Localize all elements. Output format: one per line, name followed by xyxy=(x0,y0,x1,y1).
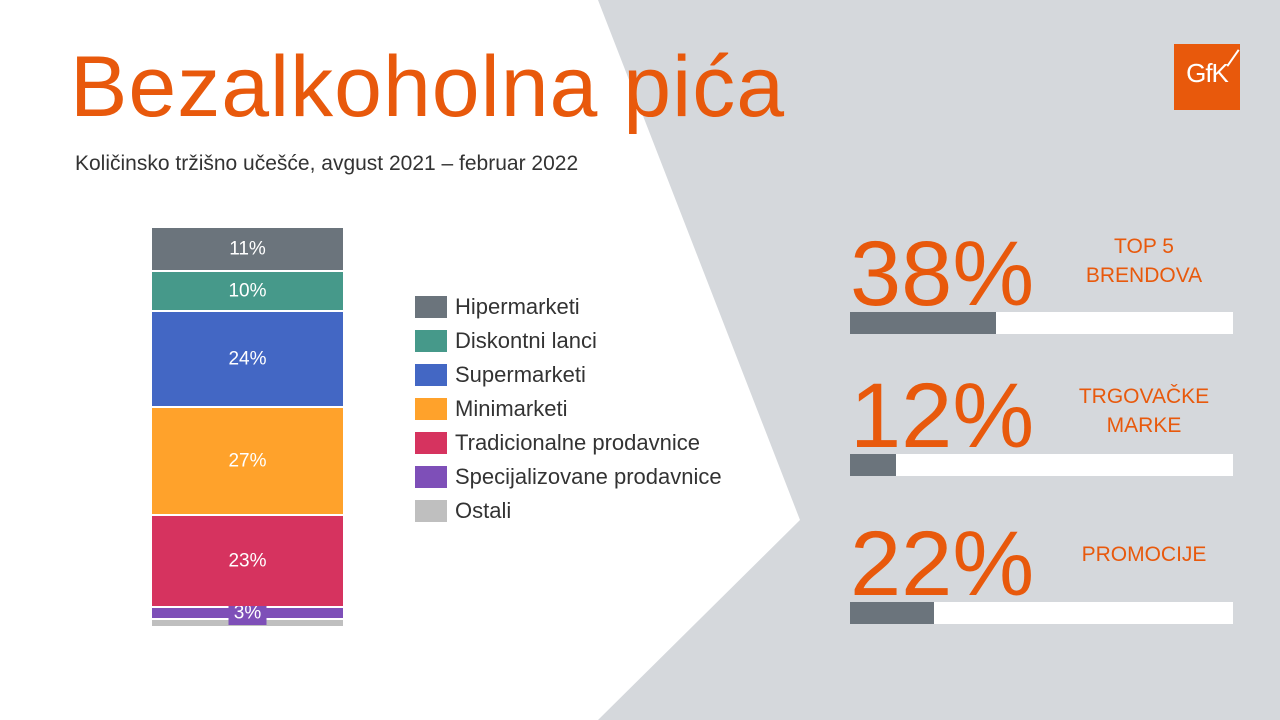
data-label-specijalizovane-prodavnice: 3% xyxy=(234,603,262,624)
data-label-minimarketi: 27% xyxy=(228,451,266,472)
legend-label: Supermarketi xyxy=(455,362,586,387)
kpi-progress-track xyxy=(850,312,1233,334)
data-label-diskontni-lanci: 10% xyxy=(228,281,266,302)
legend-item: Minimarketi xyxy=(415,392,722,426)
legend-swatch xyxy=(415,466,447,488)
legend-label: Diskontni lanci xyxy=(455,328,597,353)
bar-segment-diskontni-lanci xyxy=(152,272,343,310)
legend-swatch xyxy=(415,364,447,386)
chart-legend: Hipermarketi Diskontni lanci Supermarketi M… xyxy=(415,290,722,528)
bar-segment-tradicionalne-prodavnice xyxy=(152,516,343,606)
legend-label: Specijalizovane prodavnice xyxy=(455,464,722,489)
kpi-progress-fill xyxy=(850,602,935,624)
kpi-label: TRGOVAČKE MARKE xyxy=(1078,385,1210,438)
kpi-block: 12% TRGOVAČKE MARKE xyxy=(850,370,1233,480)
legend-label: Tradicionalne prodavnice xyxy=(455,430,700,455)
legend-swatch xyxy=(415,296,447,318)
legend-item: Ostali xyxy=(415,494,722,528)
legend-label: Ostali xyxy=(455,498,512,523)
logo-text: GfK xyxy=(1186,58,1229,88)
kpi-value: 38% xyxy=(850,223,1035,325)
bar-segment-hipermarketi xyxy=(152,228,343,270)
kpi-value: 12% xyxy=(850,365,1035,467)
kpi-progress-fill xyxy=(850,454,896,476)
legend-swatch xyxy=(415,500,447,522)
kpi-label: TOP 5 BRENDOVA xyxy=(1085,235,1203,288)
legend-item: Specijalizovane prodavnice xyxy=(415,460,722,494)
kpi-block: 22% PROMOCIJE xyxy=(850,518,1233,628)
legend-swatch xyxy=(415,432,447,454)
kpi-value: 22% xyxy=(850,513,1035,615)
kpi-block: 38% TOP 5 BRENDOVA xyxy=(850,228,1233,338)
kpi-progress-fill xyxy=(850,312,996,334)
legend-item: Diskontni lanci xyxy=(415,324,722,358)
page-subtitle: Količinsko tržišno učešće, avgust 2021 –… xyxy=(75,152,579,175)
legend-label: Hipermarketi xyxy=(455,294,580,319)
data-label-tradicionalne-prodavnice: 23% xyxy=(228,551,266,572)
gfk-logo: GfK xyxy=(1174,44,1240,110)
data-label-hipermarketi: 11% xyxy=(229,239,266,260)
legend-item: Tradicionalne prodavnice xyxy=(415,426,722,460)
legend-item: Hipermarketi xyxy=(415,290,722,324)
bar-segment-supermarketi xyxy=(152,312,343,406)
kpi-progress-track xyxy=(850,454,1233,476)
data-label-supermarketi: 24% xyxy=(228,349,266,370)
legend-swatch xyxy=(415,330,447,352)
kpi-label: PROMOCIJE xyxy=(1081,543,1207,566)
legend-item: Supermarketi xyxy=(415,358,722,392)
legend-swatch xyxy=(415,398,447,420)
legend-label: Minimarketi xyxy=(455,396,568,421)
kpi-progress-track xyxy=(850,602,1233,624)
bar-segment-minimarketi xyxy=(152,408,343,514)
page-title: Bezalkoholna pića xyxy=(70,39,786,135)
